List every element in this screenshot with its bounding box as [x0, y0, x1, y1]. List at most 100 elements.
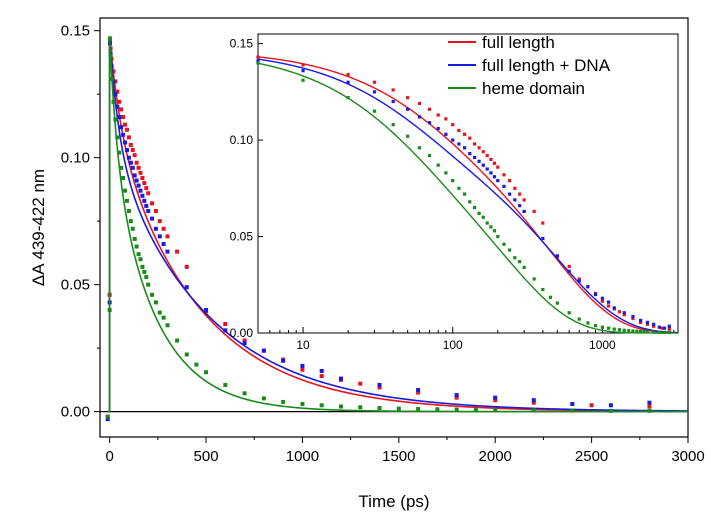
- data-point: [153, 300, 158, 305]
- inset-data-point: [622, 311, 626, 315]
- inset-y-tick-label: 0.05: [230, 230, 254, 244]
- y-axis-label: ΔA 439-422 nm: [29, 169, 48, 286]
- data-point: [146, 282, 151, 287]
- data-point: [111, 69, 116, 74]
- inset-data-point: [481, 163, 485, 167]
- inset-data-point: [489, 157, 493, 161]
- inset-data-point: [555, 254, 559, 258]
- inset-fit-curve-full-length-dna: [257, 58, 678, 334]
- inset-data-point: [444, 117, 448, 121]
- data-point: [223, 328, 228, 333]
- data-point: [105, 417, 110, 422]
- data-point: [377, 382, 382, 387]
- data-point: [126, 155, 131, 160]
- data-point: [194, 362, 199, 367]
- inset-data-point: [612, 306, 616, 310]
- data-point: [138, 257, 143, 262]
- inset-data-point: [451, 123, 455, 127]
- inset-data-point: [502, 173, 506, 177]
- data-point: [136, 165, 141, 170]
- inset-data-point: [346, 96, 350, 100]
- legend-item-full-length: full length: [448, 33, 555, 52]
- inset-data-point: [606, 300, 611, 304]
- data-point: [134, 178, 139, 183]
- data-point: [142, 269, 147, 274]
- inset-data-point: [496, 179, 500, 183]
- inset-data-point: [645, 320, 650, 324]
- y-tick-label: 0.10: [61, 150, 90, 167]
- inset-data-point: [457, 186, 461, 190]
- data-point: [130, 165, 135, 170]
- data-point: [134, 244, 139, 249]
- data-point: [493, 408, 498, 413]
- x-tick-label: 1000: [286, 448, 319, 465]
- data-point: [128, 219, 133, 224]
- data-point: [142, 198, 147, 203]
- data-point: [570, 401, 575, 406]
- inset-data-point: [473, 155, 477, 160]
- main-chart: 0 500 1000 1500 2000 2500 3000 0.00 0.05 0.10 0.15…: [29, 17, 705, 511]
- inset-data-point: [635, 329, 639, 333]
- inset-data-point: [660, 326, 664, 330]
- inset-fit-curve-heme-domain: [257, 62, 678, 334]
- data-point: [109, 76, 114, 81]
- inset-data-point: [468, 136, 472, 140]
- data-point: [115, 89, 120, 94]
- inset-data-point: [567, 311, 571, 315]
- data-point: [124, 127, 129, 132]
- data-point: [242, 341, 247, 346]
- data-point: [121, 175, 126, 180]
- inset-data-point: [577, 317, 581, 321]
- inset-data-point: [567, 264, 571, 269]
- inset-data-point: [502, 242, 506, 246]
- data-point: [130, 226, 135, 231]
- inset-data-point: [518, 204, 522, 208]
- inset-data-point: [639, 318, 643, 323]
- inset-data-point: [548, 295, 553, 299]
- inset-data-point: [541, 288, 545, 292]
- data-point: [223, 322, 228, 326]
- y-tick-label: 0.15: [61, 23, 90, 40]
- inset-data-point: [451, 138, 455, 142]
- inset-data-point: [600, 299, 604, 303]
- inset-data-point: [256, 55, 260, 59]
- x-tick-label: 2500: [575, 448, 608, 465]
- inset-data-point: [492, 175, 497, 179]
- inset-data-point: [593, 292, 598, 297]
- data-point: [184, 352, 189, 357]
- inset-data-point: [496, 234, 500, 239]
- data-point: [132, 236, 137, 241]
- data-point: [121, 132, 126, 137]
- data-point: [184, 285, 189, 290]
- inset-data-point: [645, 330, 650, 334]
- inset-data-point: [600, 296, 604, 300]
- data-point: [242, 391, 247, 396]
- inset-data-point: [662, 330, 667, 335]
- inset-data-point: [427, 107, 432, 111]
- inset-data-point: [485, 167, 489, 171]
- data-point: [108, 54, 113, 59]
- inset-x-tick-label: 1000: [589, 338, 616, 352]
- inset-data-point: [577, 277, 581, 281]
- x-tick-label: 1500: [382, 448, 415, 465]
- data-point: [338, 404, 343, 409]
- data-point: [117, 115, 122, 120]
- inset-data-point: [657, 330, 661, 334]
- data-point: [300, 363, 305, 368]
- inset-data-point: [406, 96, 410, 100]
- data-point: [130, 148, 135, 153]
- inset-plot-frame: [257, 33, 679, 334]
- data-point: [115, 135, 120, 140]
- data-point: [319, 374, 324, 379]
- data-point: [111, 79, 116, 84]
- inset-data-point: [541, 221, 545, 225]
- legend-label: full length: [482, 33, 555, 52]
- data-point: [144, 275, 149, 280]
- data-point: [242, 338, 247, 343]
- inset-data-point: [477, 159, 481, 163]
- inset-data-point: [301, 63, 305, 67]
- data-point: [300, 367, 305, 372]
- inset-y-tick-label: 0.15: [230, 37, 254, 51]
- inset-data-point: [436, 126, 440, 131]
- data-point: [150, 292, 155, 297]
